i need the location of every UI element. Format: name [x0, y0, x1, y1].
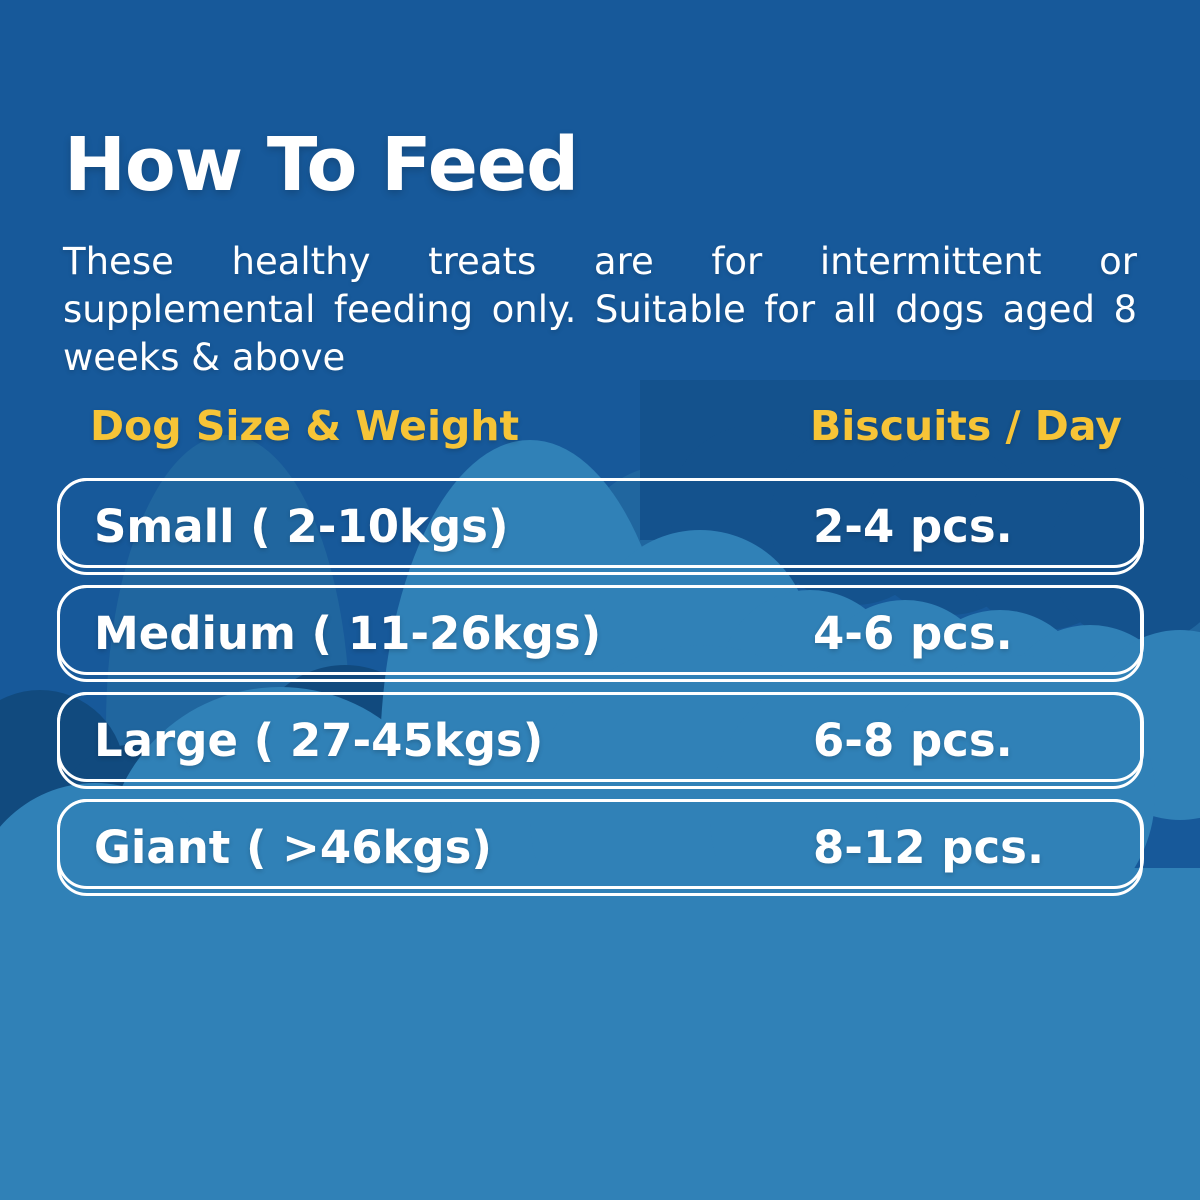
description-line-3: weeks & above	[63, 336, 346, 379]
column-header-dog-size: Dog Size & Weight	[90, 402, 520, 450]
row-size-label: Small ( 2-10kgs)	[94, 500, 509, 553]
row-biscuits-value: 2-4 pcs.	[813, 500, 1013, 553]
table-row-small: Small ( 2-10kgs) 2-4 pcs.	[56, 477, 1144, 575]
description-line-1: These healthy treats are for intermitten…	[63, 240, 1137, 283]
table-column-headers: Dog Size & Weight Biscuits / Day	[57, 404, 1143, 448]
table-row-giant: Giant ( >46kgs) 8-12 pcs.	[56, 798, 1144, 896]
row-biscuits-value: 8-12 pcs.	[813, 821, 1045, 874]
description-line-2: supplemental feeding only. Suitable for …	[63, 288, 1137, 331]
table-row-medium: Medium ( 11-26kgs) 4-6 pcs.	[56, 584, 1144, 682]
content: How To Feed These healthy treats are for…	[56, 122, 1144, 896]
cloud-layer-light	[0, 440, 1200, 1200]
table-row-large: Large ( 27-45kgs) 6-8 pcs.	[56, 691, 1144, 789]
row-size-label: Medium ( 11-26kgs)	[94, 607, 602, 660]
row-biscuits-value: 6-8 pcs.	[813, 714, 1013, 767]
row-biscuits-value: 4-6 pcs.	[813, 607, 1013, 660]
page-title: How To Feed	[64, 122, 579, 208]
column-header-biscuits-per-day: Biscuits / Day	[810, 402, 1122, 450]
description: These healthy treats are for intermitten…	[63, 238, 1137, 382]
feeding-table: Small ( 2-10kgs) 2-4 pcs. Medium ( 11-26…	[56, 477, 1144, 896]
row-size-label: Large ( 27-45kgs)	[94, 714, 544, 767]
row-size-label: Giant ( >46kgs)	[94, 821, 492, 874]
